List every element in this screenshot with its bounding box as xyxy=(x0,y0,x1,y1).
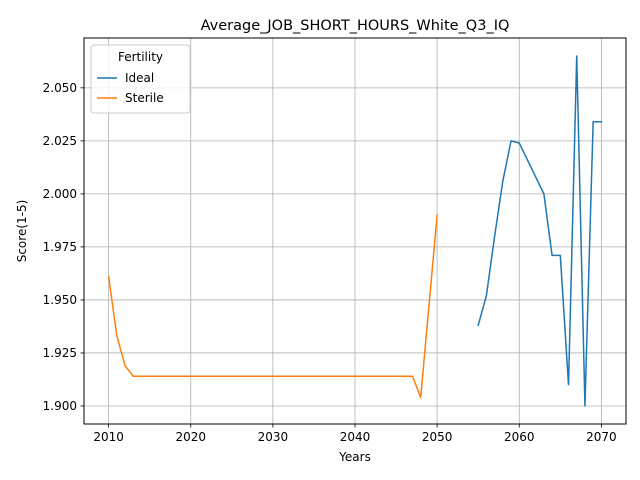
gridlines xyxy=(84,38,626,424)
series-line-sterile xyxy=(107,214,438,399)
x-tick-label: 2050 xyxy=(422,430,453,444)
chart-title: Average_JOB_SHORT_HOURS_White_Q3_IQ xyxy=(201,18,510,34)
legend-entries: Ideal Sterile xyxy=(97,71,164,105)
legend-title: Fertility xyxy=(118,50,163,64)
y-tick-label: 1.925 xyxy=(43,346,77,360)
x-tick-label: 2020 xyxy=(175,430,206,444)
legend-label-ideal: Ideal xyxy=(125,71,154,85)
y-axis-label: Score(1-5) xyxy=(15,200,29,263)
legend: Fertility Ideal Sterile xyxy=(90,44,191,114)
y-tick-label: 2.050 xyxy=(43,81,77,95)
y-tick-label: 1.950 xyxy=(43,293,77,307)
y-tick-label: 1.975 xyxy=(43,240,77,254)
y-tick-label: 1.900 xyxy=(43,399,77,413)
x-axis-ticks: 2010 2020 2030 2040 2050 2060 2070 xyxy=(93,424,617,444)
series-lines xyxy=(107,55,603,407)
y-axis-ticks: 1.900 1.925 1.950 1.975 2.000 2.025 2.050 xyxy=(43,81,84,413)
x-tick-label: 2030 xyxy=(258,430,289,444)
x-tick-label: 2040 xyxy=(340,430,371,444)
x-tick-label: 2060 xyxy=(504,430,535,444)
y-tick-label: 2.000 xyxy=(43,187,77,201)
legend-box xyxy=(90,44,191,114)
legend-label-sterile: Sterile xyxy=(125,91,164,105)
series-line-ideal xyxy=(477,55,603,407)
x-tick-label: 2010 xyxy=(93,430,124,444)
x-tick-label: 2070 xyxy=(586,430,617,444)
y-tick-label: 2.025 xyxy=(43,134,77,148)
x-axis-label: Years xyxy=(338,450,371,464)
